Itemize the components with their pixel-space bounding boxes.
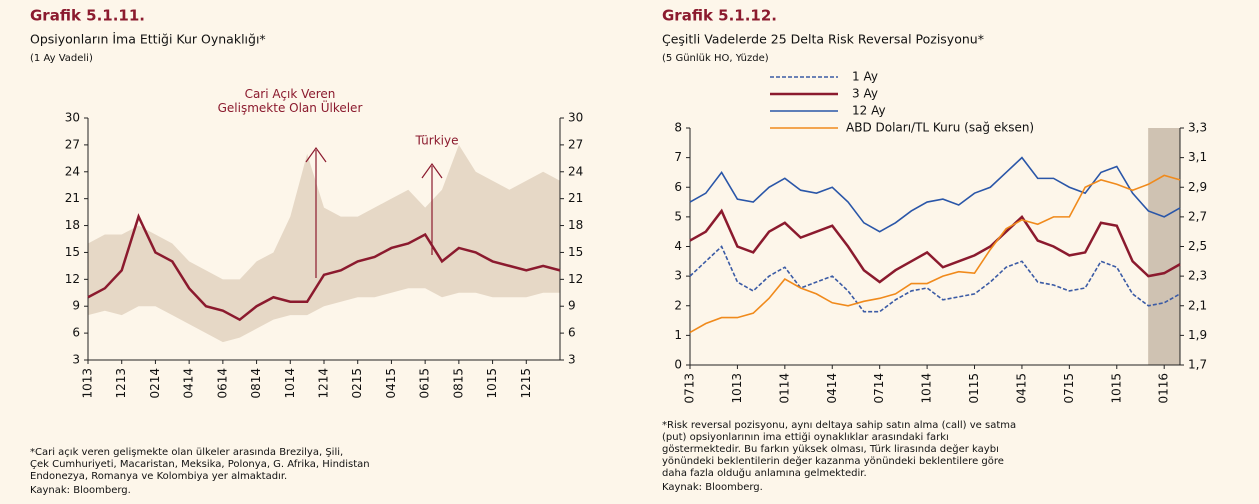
y2-tick-label: 1,7 <box>1188 358 1207 372</box>
series-line <box>87 213 561 322</box>
y-tick-label: 18 <box>65 218 80 232</box>
y-tick-label: 7 <box>674 150 682 164</box>
y-tick-label: 27 <box>65 137 80 151</box>
y-tick-label: 30 <box>65 111 80 125</box>
y-tick-label: 3 <box>674 269 682 283</box>
y-tick-label: 6 <box>72 326 80 340</box>
chart-title: Grafik 5.1.12. <box>662 7 777 25</box>
y-tick-label: 24 <box>65 164 80 178</box>
y-tick-label-right: 3 <box>568 353 576 367</box>
y-tick-label: 9 <box>72 299 80 313</box>
y-tick-label-right: 30 <box>568 111 583 125</box>
x-tick-label: 1013 <box>730 373 744 404</box>
series-line <box>689 208 1181 284</box>
x-tick-label: 0115 <box>967 373 981 404</box>
legend-label: 12 Ay <box>852 104 886 118</box>
y-tick-label: 12 <box>65 272 80 286</box>
y2-tick-label: 3,3 <box>1188 121 1207 135</box>
y-tick-label-right: 24 <box>568 164 583 178</box>
footnote: Endonezya, Romanya ve Kolombiya yer alma… <box>30 471 287 482</box>
range-band <box>88 144 560 343</box>
y2-tick-label: 2,7 <box>1188 209 1207 223</box>
x-tick-label: 1215 <box>519 368 533 399</box>
y-tick-label: 4 <box>674 239 682 253</box>
x-tick-label: 0415 <box>1014 373 1028 404</box>
y-tick-label: 2 <box>674 298 682 312</box>
legend-label: ABD Doları/TL Kuru (sağ eksen) <box>846 121 1034 135</box>
legend-label: 3 Ay <box>852 87 878 101</box>
y-tick-label-right: 9 <box>568 299 576 313</box>
y2-tick-label: 2,9 <box>1188 180 1207 194</box>
x-tick-label: 0415 <box>384 368 398 399</box>
y-tick-label: 3 <box>72 353 80 367</box>
x-tick-label: 1014 <box>283 368 297 399</box>
band-annotation: Cari Açık Veren Gelişmekte Olan Ülkeler <box>218 87 363 115</box>
x-tick-label: 0815 <box>451 368 465 399</box>
y-tick-label-right: 21 <box>568 191 583 205</box>
source: Kaynak: Bloomberg. <box>30 485 131 496</box>
x-tick-label: 0814 <box>249 368 263 399</box>
footnote: göstermektedir. Bu farkın yüksek olması,… <box>662 443 999 455</box>
y2-tick-label: 2,3 <box>1188 269 1207 283</box>
x-tick-label: 0414 <box>182 368 196 399</box>
footnote: *Risk reversal pozisyonu, aynı deltaya s… <box>662 420 1016 431</box>
series-line <box>689 156 1181 233</box>
x-tick-label: 1013 <box>81 368 95 399</box>
y-tick-label-right: 15 <box>568 245 583 259</box>
y-tick-label: 21 <box>65 191 80 205</box>
chart-subtitle: Çeşitli Vadelerde 25 Delta Risk Reversal… <box>662 32 984 47</box>
footnote: daha fazla olduğu anlamına gelmektedir. <box>662 467 867 479</box>
source: Kaynak: Bloomberg. <box>662 482 763 493</box>
x-tick-label: 0715 <box>1062 373 1076 404</box>
chart-subtitle: (1 Ay Vadeli) <box>30 53 93 64</box>
series-line <box>689 174 1181 334</box>
x-tick-label: 0713 <box>683 373 697 404</box>
x-tick-label: 1014 <box>920 373 934 404</box>
y-tick-label: 6 <box>674 180 682 194</box>
y2-tick-label: 1,9 <box>1188 328 1207 342</box>
x-tick-label: 0116 <box>1157 373 1171 404</box>
x-tick-label: 1015 <box>1109 373 1123 404</box>
y2-tick-label: 3,1 <box>1188 150 1207 164</box>
chart-title: Grafik 5.1.11. <box>30 7 145 25</box>
y-tick-label-right: 12 <box>568 272 583 286</box>
footnote: (put) opsiyonlarının ima ettiği oynaklık… <box>662 431 949 443</box>
y-tick-label: 8 <box>674 121 682 135</box>
y-tick-label: 5 <box>674 209 682 223</box>
y-tick-label-right: 18 <box>568 218 583 232</box>
chart-subtitle: (5 Günlük HO, Yüzde) <box>662 53 769 64</box>
y-tick-label: 15 <box>65 245 80 259</box>
y-tick-label: 1 <box>674 328 682 342</box>
y-tick-label: 0 <box>674 358 682 372</box>
arrow <box>421 162 443 255</box>
highlight-region <box>1148 128 1180 365</box>
x-tick-label: 0614 <box>215 368 229 399</box>
chart-subtitle: Opsiyonların İma Ettiği Kur Oynaklığı* <box>30 32 266 47</box>
x-tick-label: 0114 <box>777 373 791 404</box>
footnote: *Cari açık veren gelişmekte olan ülkeler… <box>30 447 343 458</box>
footnote: yönündeki beklentilerin değer kazanma yö… <box>662 455 1004 467</box>
series-line <box>689 245 1181 313</box>
series-annotation: Türkiye <box>415 134 459 148</box>
y2-tick-label: 2,1 <box>1188 298 1207 312</box>
x-tick-label: 1213 <box>114 368 128 399</box>
x-tick-label: 0414 <box>825 373 839 404</box>
x-tick-label: 0215 <box>350 368 364 399</box>
x-tick-label: 1214 <box>317 368 331 399</box>
footnote: Çek Cumhuriyeti, Macaristan, Meksika, Po… <box>30 459 370 470</box>
arrow <box>305 146 327 278</box>
x-tick-label: 0714 <box>872 373 886 404</box>
legend-label: 1 Ay <box>852 70 878 84</box>
y2-tick-label: 2,5 <box>1188 239 1207 253</box>
x-tick-label: 0615 <box>418 368 432 399</box>
x-tick-label: 1015 <box>485 368 499 399</box>
x-tick-label: 0214 <box>148 368 162 399</box>
y-tick-label-right: 6 <box>568 326 576 340</box>
y-tick-label-right: 27 <box>568 137 583 151</box>
